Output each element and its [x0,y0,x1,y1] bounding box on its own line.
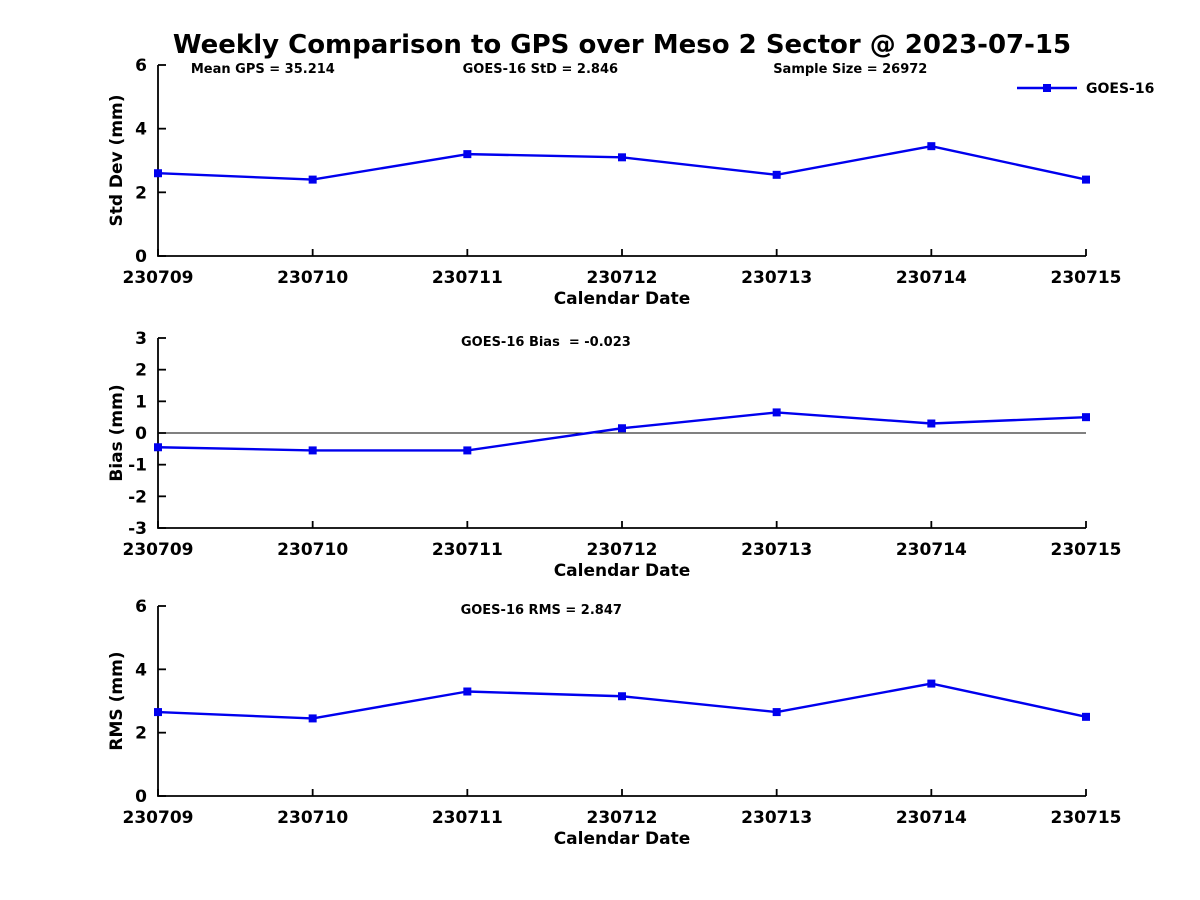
stat-annotation: Sample Size = 26972 [773,62,927,77]
y-tick-label: -3 [128,519,147,539]
legend-label: GOES-16 [1086,81,1154,97]
x-tick-label: 230711 [432,540,503,560]
x-tick-label: 230715 [1051,808,1122,828]
x-axis-label: Calendar Date [554,561,691,581]
stat-annotation: GOES-16 StD = 2.846 [463,62,618,77]
x-tick-label: 230710 [277,268,348,288]
data-point-marker [308,714,317,723]
x-tick-label: 230714 [896,540,967,560]
y-tick-label: 2 [135,183,147,203]
y-tick-label: 0 [135,424,147,444]
y-tick-label: 6 [135,56,147,76]
series-line-goes-16 [156,682,1088,720]
data-point-marker [154,169,162,178]
data-point-marker [927,142,936,151]
y-axis-label: RMS (mm) [107,651,127,750]
data-point-marker [1082,175,1090,184]
y-tick-label: 0 [135,247,147,267]
data-point-marker [772,408,781,417]
y-tick-label: 2 [135,361,147,381]
y-tick-label: 4 [135,660,147,680]
x-tick-label: 230709 [123,268,194,288]
chart-title: Weekly Comparison to GPS over Meso 2 Sec… [172,30,1072,60]
y-tick-label: 2 [135,724,147,744]
data-point-marker [463,687,472,696]
x-tick-label: 230715 [1051,268,1122,288]
stat-annotation: GOES-16 RMS = 2.847 [461,603,622,618]
data-point-marker [772,708,781,717]
x-tick-label: 230711 [432,808,503,828]
subplot-std-dev: 0 2 4 6 230709 230710 230711 230712 230713 230714… [107,56,1154,309]
x-tick-label: 230713 [741,808,812,828]
x-tick-label: 230713 [741,268,812,288]
y-tick-label: -1 [128,456,147,476]
y-tick-label: 4 [135,120,147,140]
data-point-marker [618,153,626,162]
data-point-marker [154,708,162,717]
x-tick-label: 230710 [277,540,348,560]
y-tick-label: -2 [128,487,147,507]
y-tick-label: 6 [135,597,147,617]
y-axis-label: Std Dev (mm) [107,94,127,226]
data-point-marker [1082,413,1090,422]
data-point-marker [927,419,936,428]
x-tick-label: 230712 [587,540,658,560]
x-axis-label: Calendar Date [554,289,691,309]
x-tick-label: 230715 [1051,540,1122,560]
data-point-marker [463,150,472,159]
x-tick-label: 230709 [123,540,194,560]
y-axis-label: Bias (mm) [107,384,127,481]
x-tick-label: 230711 [432,268,503,288]
stat-annotation: Mean GPS = 35.214 [191,62,335,77]
subplot-rms: 0 2 4 6 230709 230710 230711 230712 230713 230714… [107,597,1121,849]
data-point-marker [618,692,626,701]
x-tick-label: 230709 [123,808,194,828]
x-tick-label: 230712 [587,268,658,288]
legend: GOES-16 [1017,81,1154,97]
x-tick-label: 230714 [896,268,967,288]
stat-annotation: GOES-16 Bias = -0.023 [461,335,631,350]
data-point-marker [463,446,472,455]
data-point-marker [772,170,781,179]
data-point-marker [308,446,317,455]
data-point-marker [618,424,626,433]
x-tick-label: 230710 [277,808,348,828]
legend-marker-sample [1043,84,1051,92]
x-tick-label: 230714 [896,808,967,828]
data-point-marker [308,175,317,184]
x-axis-label: Calendar Date [554,829,691,849]
series-line-goes-16 [156,144,1088,181]
x-tick-label: 230712 [587,808,658,828]
y-tick-label: 0 [135,787,147,807]
data-point-marker [927,679,936,688]
x-tick-label: 230713 [741,540,812,560]
y-tick-label: 1 [135,392,147,412]
subplot-bias: -3 -2 -1 0 1 2 3 230709 230710 230711 230712 230713… [107,329,1121,581]
data-point-marker [1082,712,1090,721]
y-tick-label: 3 [135,329,147,349]
data-point-marker [154,443,162,452]
